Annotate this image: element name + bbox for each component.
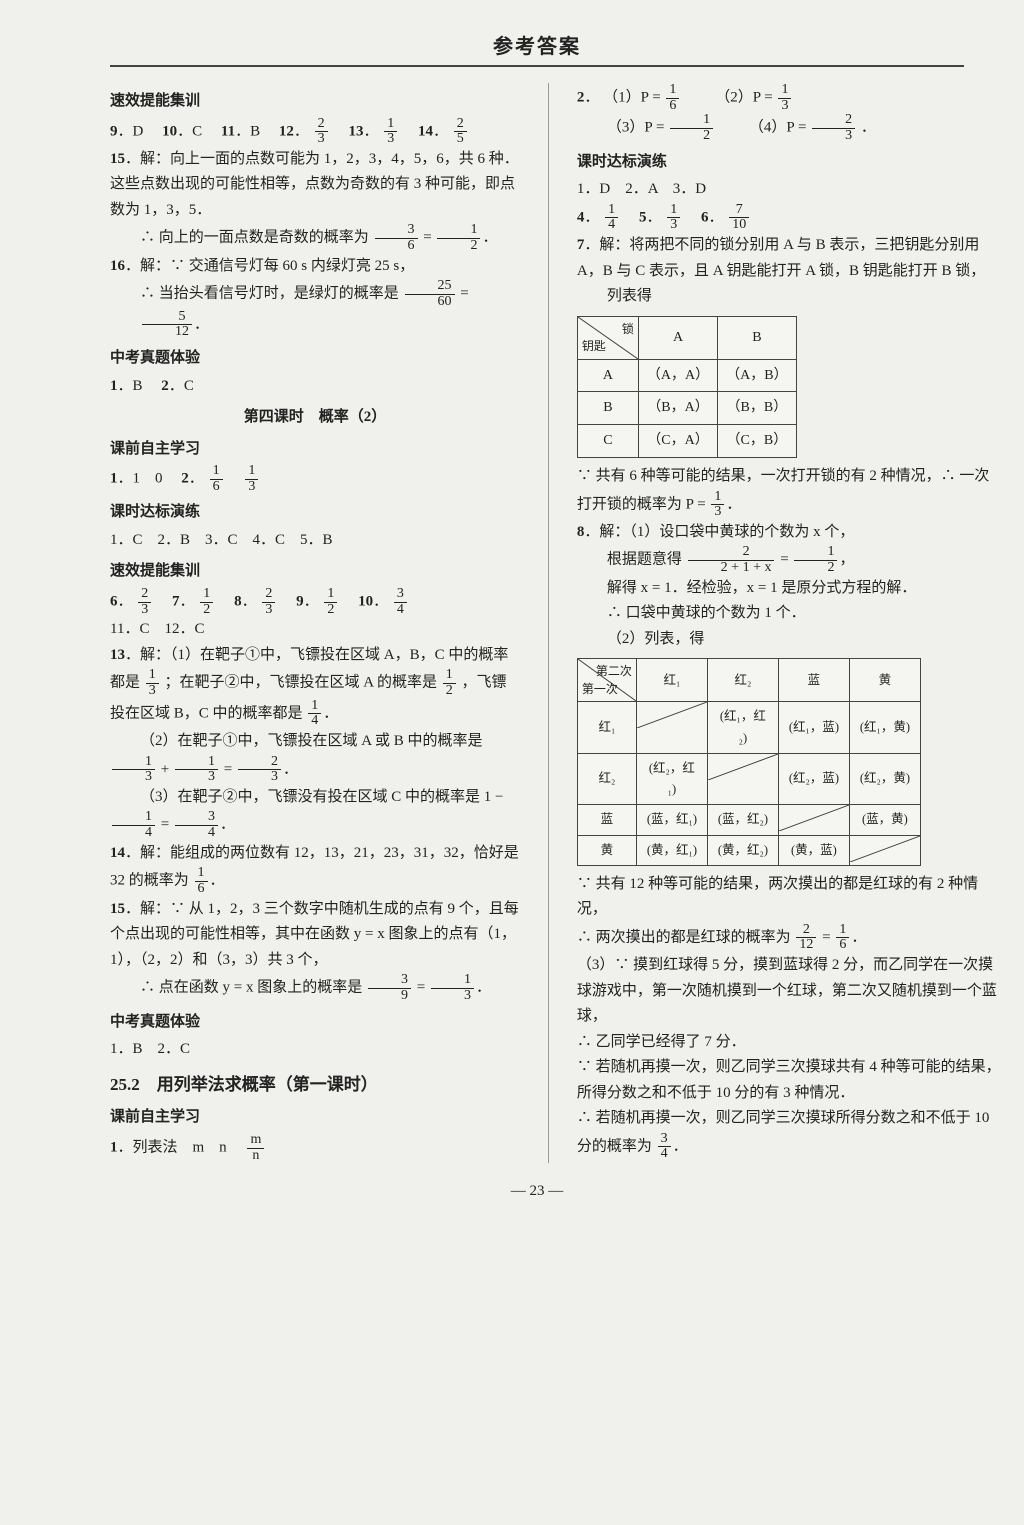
fraction: 23 — [812, 113, 855, 143]
ball-draw-table: 第二次 第一次 红₁ 红₂ 蓝 黄 红₁ (红₁，红₂) (红₁，蓝) (红₁，… — [577, 658, 921, 866]
fraction: 13 — [384, 117, 397, 147]
fraction: 212 — [796, 923, 816, 953]
fraction: 13 — [146, 668, 159, 698]
fraction: 512 — [142, 310, 192, 340]
fraction: mn — [247, 1133, 264, 1163]
diagonal-header: 锁 钥匙 — [577, 316, 638, 359]
fraction: 13 — [667, 203, 680, 233]
empty-slash-cell — [636, 702, 707, 754]
page-header: 参考答案 — [110, 30, 964, 67]
fraction: 16 — [836, 923, 849, 953]
chapter-title: 25.2 用列举法求概率（第一课时） — [110, 1071, 520, 1100]
answer-line: 9．D 10．C 11．B 12． 23 13． 13 14． 25 — [110, 117, 520, 147]
q16: 16．解：∵ 交通信号灯每 60 s 内绿灯亮 25 s， ∴ 当抬头看信号灯时… — [110, 254, 520, 340]
fraction: 13 — [431, 973, 474, 1003]
answer-line: 1．B 2．C — [110, 374, 520, 400]
section-title: 中考真题体验 — [110, 346, 520, 372]
empty-slash-cell — [707, 753, 778, 805]
q13: 13．解：（1）在靶子①中，飞镖投在区域 A，B，C 中的概率都是 13 ；在靶… — [110, 643, 520, 841]
fraction: 13 — [175, 755, 218, 785]
q8: 8．解：（1）设口袋中黄球的个数为 x 个， 根据题意得 22 + 1 + x … — [577, 520, 1004, 1162]
fraction: 12 — [200, 587, 213, 617]
fraction: 12 — [670, 113, 713, 143]
answer-line: 6． 23 7． 12 8． 23 9． 12 10． 34 — [110, 587, 520, 617]
section-title: 课前自主学习 — [110, 1105, 520, 1131]
fraction: 16 — [195, 866, 208, 896]
fraction: 2560 — [405, 279, 455, 309]
fraction: 14 — [308, 699, 321, 729]
fraction: 13 — [245, 464, 258, 494]
fraction: 23 — [138, 587, 151, 617]
answer-line: 1．D 2．A 3．D — [577, 177, 1004, 203]
fraction: 16 — [666, 83, 679, 113]
q7: 7．解：将两把不同的锁分别用 A 与 B 表示，三把钥匙分别用 A，B 与 C … — [577, 233, 1004, 520]
fraction: 36 — [375, 223, 418, 253]
q15: 15．解：向上一面的点数可能为 1，2，3，4，5，6，共 6 种．这些点数出现… — [110, 147, 520, 254]
answer-line: 1．C 2．B 3．C 4．C 5．B — [110, 528, 520, 554]
section-title: 课时达标演练 — [110, 500, 520, 526]
fraction: 22 + 1 + x — [688, 545, 775, 575]
q14: 14．解：能组成的两位数有 12，13，21，23，31，32，恰好是 32 的… — [110, 841, 520, 897]
diagonal-header: 第二次 第一次 — [577, 659, 636, 702]
fraction: 34 — [394, 587, 407, 617]
section-title: 速效提能集训 — [110, 559, 520, 585]
empty-slash-cell — [778, 805, 849, 835]
fraction: 13 — [778, 83, 791, 113]
left-column: 速效提能集训 9．D 10．C 11．B 12． 23 13． 13 14． 2… — [110, 83, 520, 1163]
section-title: 速效提能集训 — [110, 89, 520, 115]
answer-line: 1．列表法 m n mn — [110, 1133, 520, 1163]
section-title: 课前自主学习 — [110, 437, 520, 463]
fraction: 710 — [729, 203, 749, 233]
empty-slash-cell — [849, 835, 920, 865]
fraction: 12 — [437, 223, 480, 253]
right-column: 2． （1）P = 16 （2）P = 13 （3）P = 12 （4）P = … — [577, 83, 1004, 1163]
fraction: 34 — [175, 810, 218, 840]
fraction: 16 — [210, 464, 223, 494]
columns: 速效提能集训 9．D 10．C 11．B 12． 23 13． 13 14． 2… — [110, 83, 964, 1163]
page: 参考答案 速效提能集训 9．D 10．C 11．B 12． 23 13． 13 … — [0, 0, 1024, 1525]
fraction: 12 — [324, 587, 337, 617]
fraction: 25 — [454, 117, 467, 147]
fraction: 34 — [658, 1132, 671, 1162]
fraction: 13 — [711, 490, 724, 520]
fraction: 23 — [262, 587, 275, 617]
answer-line: 1．B 2．C — [110, 1037, 520, 1063]
fraction: 39 — [368, 973, 411, 1003]
section-title: 课时达标演练 — [577, 150, 1004, 176]
lesson-title: 第四课时 概率（2） — [110, 405, 520, 431]
q2: 2． （1）P = 16 （2）P = 13 （3）P = 12 （4）P = … — [577, 83, 1004, 144]
section-title: 中考真题体验 — [110, 1010, 520, 1036]
answer-line: 1．1 0 2． 16 13 — [110, 464, 520, 494]
fraction: 12 — [794, 545, 837, 575]
fraction: 13 — [112, 755, 155, 785]
page-number: — 23 — — [110, 1183, 964, 1200]
answer-line: 11．C 12．C — [110, 617, 520, 643]
answer-line: 4． 14 5． 13 6． 710 — [577, 203, 1004, 233]
fraction: 23 — [238, 755, 281, 785]
q15b: 15．解：∵ 从 1，2，3 三个数字中随机生成的点有 9 个，且每个点出现的可… — [110, 897, 520, 1004]
lock-key-table: 锁 钥匙 A B A（A，A）（A，B） B（B，A）（B，B） C（C，A）（… — [577, 316, 797, 458]
fraction: 14 — [112, 810, 155, 840]
fraction: 23 — [315, 117, 328, 147]
column-divider — [548, 83, 549, 1163]
fraction: 12 — [443, 668, 456, 698]
fraction: 14 — [605, 203, 618, 233]
